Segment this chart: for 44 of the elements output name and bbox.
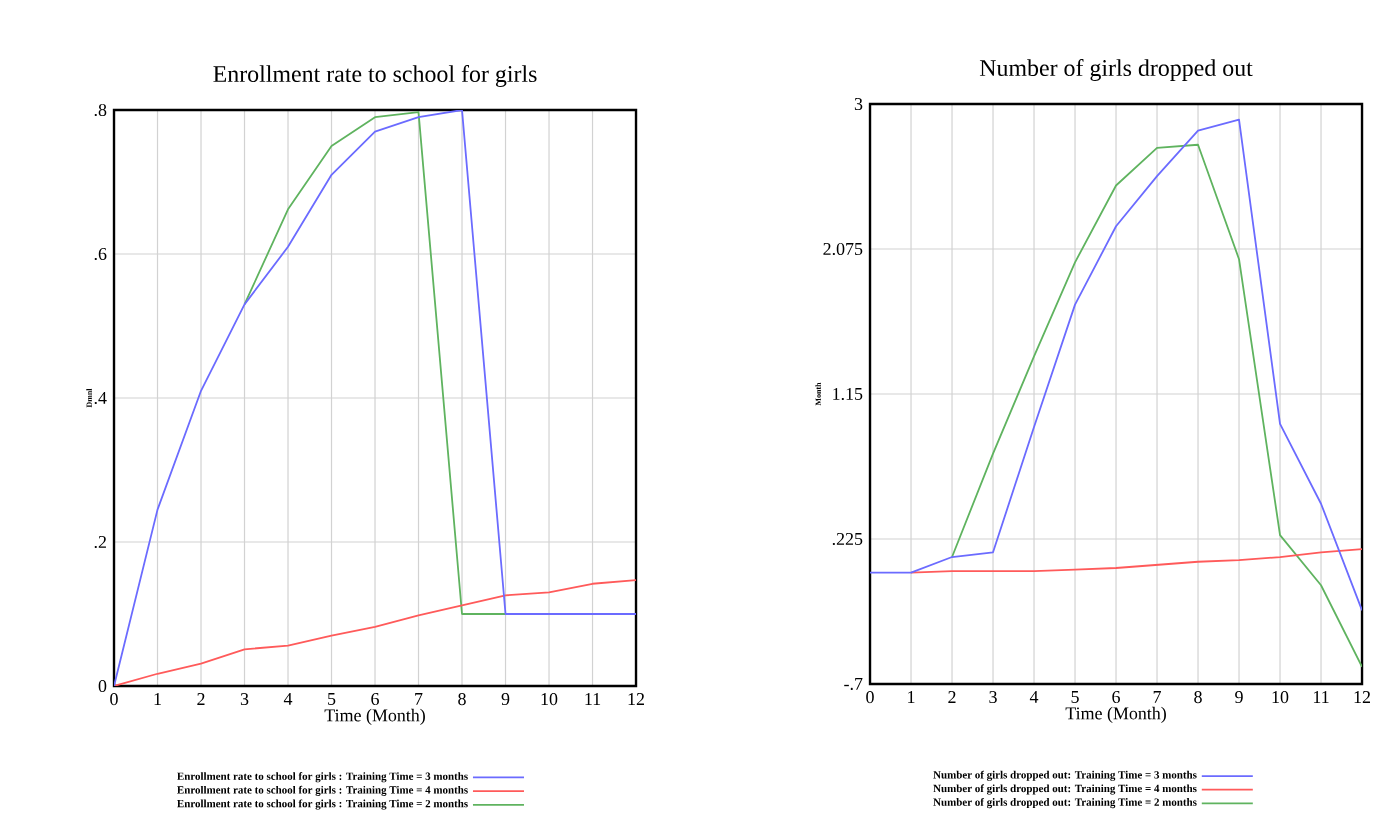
y-tick-label: .2 (94, 535, 106, 549)
x-tick-label: 10 (1272, 691, 1289, 704)
x-tick-label: 12 (1354, 691, 1370, 703)
line-series (243, 111, 507, 615)
line-series (114, 579, 637, 686)
x-tick-label: 1 (154, 693, 161, 705)
x-tick-label: 0 (866, 691, 874, 704)
x-tick-label: 11 (585, 693, 601, 705)
y-tick-label: .8 (94, 103, 107, 117)
y-tick-label: 1.15 (833, 387, 863, 401)
x-axis-title: Time (Month) (1065, 706, 1166, 724)
x-tick-label: 5 (1071, 691, 1079, 703)
y-tick-label: 2.075 (823, 242, 863, 256)
chart-title: Enrollment rate to school for girls (213, 65, 537, 87)
y-tick-label: .225 (832, 532, 863, 546)
x-tick-label: 5 (328, 693, 336, 705)
x-tick-label: 10 (541, 693, 558, 706)
y-tick-label: 3 (854, 97, 863, 111)
x-tick-label: 2 (197, 693, 205, 705)
y-tick-label: .6 (94, 247, 107, 261)
x-tick-label: 8 (458, 693, 466, 706)
line-series (951, 143, 1363, 668)
x-tick-label: 3 (989, 691, 997, 704)
x-tick-label: 1 (908, 691, 915, 703)
chart-title: Number of girls dropped out (979, 59, 1253, 81)
x-axis-title: Time (Month) (324, 708, 425, 726)
y-tick-label: -.7 (844, 678, 863, 690)
x-tick-label: 6 (1112, 691, 1120, 704)
x-tick-label: 7 (1153, 691, 1161, 703)
x-tick-label: 11 (1313, 691, 1329, 703)
x-tick-label: 9 (1235, 691, 1243, 704)
x-tick-label: 3 (240, 693, 249, 706)
x-tick-label: 0 (110, 693, 118, 706)
x-tick-label: 8 (1194, 691, 1202, 704)
x-tick-label: 12 (628, 693, 644, 705)
x-tick-label: 9 (501, 693, 510, 706)
x-tick-label: 7 (415, 693, 423, 705)
y-tick-label: .4 (94, 391, 107, 405)
x-tick-label: 4 (1029, 691, 1039, 703)
x-tick-label: 4 (283, 693, 293, 705)
line-series (870, 118, 1363, 612)
x-tick-label: 2 (948, 691, 956, 703)
x-tick-label: 6 (371, 693, 379, 706)
y-tick-label: 0 (98, 679, 107, 693)
